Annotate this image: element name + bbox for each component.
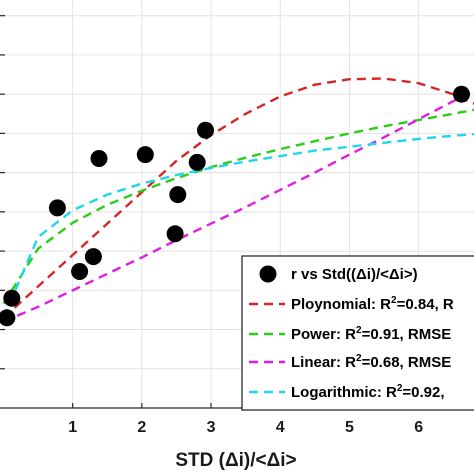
legend-label-name: Logarithmic: R <box>291 384 397 401</box>
data-point <box>136 146 154 164</box>
legend-label-power: Power: R2=0.91, RMSE <box>291 325 451 343</box>
legend-label-name: Linear: R <box>291 354 356 371</box>
x-tick-label: 6 <box>414 419 423 436</box>
x-tick-label: 3 <box>207 419 216 436</box>
data-points <box>0 85 470 327</box>
fit-curve-ploynomial <box>2 77 474 319</box>
data-point <box>0 309 16 327</box>
data-point <box>453 85 470 103</box>
legend-label-ploynomial: Ploynomial: R2=0.84, R <box>291 295 454 313</box>
data-point <box>48 199 66 217</box>
data-point <box>166 225 184 243</box>
legend-label-stats: =0.91, RMSE <box>362 326 452 343</box>
data-point <box>90 150 108 167</box>
data-point <box>197 121 214 139</box>
fit-curves <box>2 77 474 323</box>
legend-label-points: r vs Std((Δi)/<Δi>) <box>291 266 418 283</box>
legend-label-stats: =0.68, RMSE <box>362 354 452 371</box>
legend-label-superscript: 2 <box>356 325 362 336</box>
legend-label-logarithmic: Logarithmic: R2=0.92, <box>291 383 445 401</box>
x-tick-label: 4 <box>276 419 285 436</box>
legend-label-superscript: 2 <box>397 383 403 394</box>
legend-label-stats: =0.92, <box>402 384 444 401</box>
legend-label-linear: Linear: R2=0.68, RMSE <box>291 353 451 371</box>
fit-curve-power <box>2 108 474 305</box>
legend: r vs Std((Δi)/<Δi>)Ploynomial: R2=0.84, … <box>241 255 474 411</box>
legend-label-stats: =0.84, R <box>397 296 454 313</box>
data-point <box>169 186 187 204</box>
data-point <box>188 153 206 171</box>
x-axis-title: STD (Δi)/<Δi> <box>175 450 296 471</box>
legend-label-superscript: 2 <box>356 353 362 364</box>
legend-label-superscript: 2 <box>391 295 397 306</box>
legend-marker-points <box>259 265 277 283</box>
data-point <box>84 248 102 266</box>
x-tick-label: 2 <box>137 419 146 436</box>
data-point <box>71 263 89 280</box>
data-point <box>3 289 21 307</box>
x-tick-label: 5 <box>345 419 354 436</box>
x-tick-label: 1 <box>68 419 77 436</box>
legend-label-name: Power: R <box>291 326 356 343</box>
legend-label-name: Ploynomial: R <box>291 296 391 313</box>
